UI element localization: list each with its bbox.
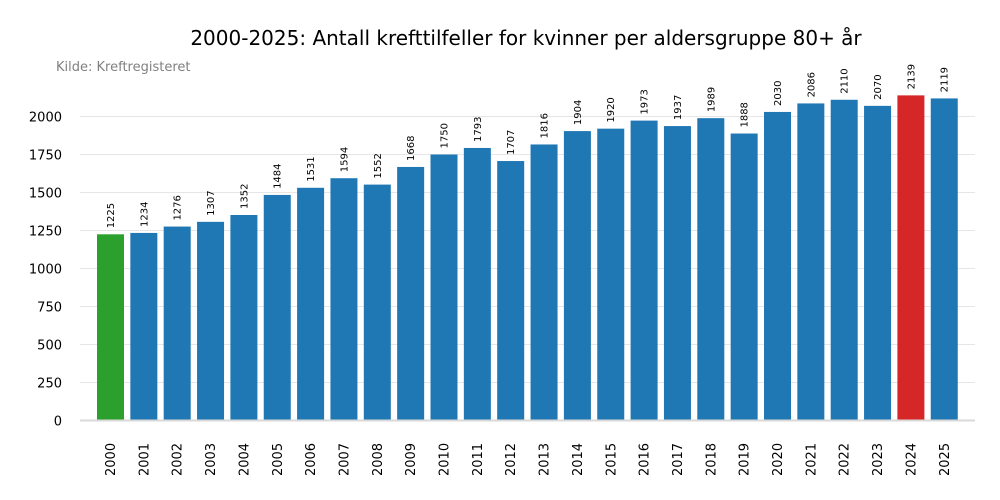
bar-value-label: 1750 — [440, 123, 451, 148]
bar-2020 — [764, 111, 791, 421]
bar-2024 — [897, 95, 925, 421]
x-tick-label: 2009 — [404, 443, 419, 476]
bar-value-label: 2110 — [840, 68, 851, 93]
bar-value-label: 1225 — [106, 203, 117, 228]
bar-value-label: 1594 — [339, 147, 350, 172]
bar-value-label: 1668 — [406, 136, 417, 161]
bar-2015 — [597, 128, 625, 421]
y-tick-label: 0 — [54, 415, 62, 430]
x-tick-label: 2016 — [638, 443, 653, 476]
bar-value-label: 2030 — [773, 80, 784, 105]
bar-value-label: 1793 — [473, 117, 484, 142]
bar-value-label: 1531 — [306, 156, 317, 181]
x-tick-label: 2011 — [471, 443, 486, 476]
bar-2002 — [163, 226, 191, 421]
x-tick-label: 2001 — [137, 443, 152, 476]
bar-value-label: 1937 — [673, 95, 684, 120]
bar-value-label: 1707 — [506, 130, 517, 155]
bar-value-label: 2119 — [940, 67, 951, 92]
x-tick-label: 2005 — [271, 443, 286, 476]
x-tick-label: 2012 — [504, 443, 519, 476]
x-tick-label: 2007 — [337, 443, 352, 476]
x-tick-label: 2006 — [304, 443, 319, 476]
bar-2022 — [830, 99, 858, 421]
y-tick-label: 2000 — [29, 111, 62, 126]
bar-2003 — [197, 221, 225, 421]
x-tick-label: 2004 — [237, 443, 252, 476]
bar-2021 — [797, 103, 825, 421]
chart-source: Kilde: Kreftregisteret — [56, 60, 191, 75]
x-tick-label: 2000 — [104, 443, 119, 476]
y-tick-label: 500 — [37, 339, 62, 354]
bar-value-label: 1888 — [740, 102, 751, 127]
bar-value-label: 2086 — [806, 72, 817, 97]
bar-value-label: 1307 — [206, 190, 217, 215]
bar-2001 — [130, 232, 158, 421]
bar-2008 — [363, 184, 391, 421]
x-tick-label: 2008 — [371, 443, 386, 476]
y-tick-label: 750 — [37, 301, 62, 316]
x-tick-label: 2002 — [171, 443, 186, 476]
bar-value-label: 1904 — [573, 100, 584, 125]
y-tick-label: 250 — [37, 377, 62, 392]
x-tick-label: 2014 — [571, 443, 586, 476]
x-tick-label: 2025 — [938, 443, 953, 476]
y-tick-label: 1500 — [29, 187, 62, 202]
bar-value-label: 1234 — [139, 201, 150, 226]
grid-lines — [80, 116, 975, 383]
bar-2019 — [730, 133, 758, 421]
x-tick-label: 2019 — [738, 443, 753, 476]
y-tick-label: 1250 — [29, 225, 62, 240]
bar-2009 — [397, 166, 425, 421]
y-tick-label: 1000 — [29, 263, 62, 278]
bar-value-label: 1973 — [640, 89, 651, 114]
bar-value-label: 1352 — [239, 184, 250, 209]
bar-value-label: 1920 — [606, 97, 617, 122]
bar-value-label: 1989 — [706, 87, 717, 112]
bar-value-label: 1816 — [540, 113, 551, 138]
bars — [97, 95, 958, 421]
x-tick-label: 2021 — [804, 443, 819, 476]
bar-2018 — [697, 118, 725, 421]
y-axis-ticks: 0 250 500 750 1000 1250 1500 1750 2000 — [29, 111, 62, 430]
bar-2006 — [297, 187, 325, 421]
x-tick-label: 2013 — [538, 443, 553, 476]
y-tick-label: 1750 — [29, 149, 62, 164]
x-tick-label: 2024 — [904, 443, 919, 476]
x-tick-label: 2023 — [871, 443, 886, 476]
bar-2023 — [864, 105, 892, 421]
bar-2016 — [630, 120, 658, 421]
bar-2017 — [663, 126, 691, 421]
bar-2010 — [430, 154, 458, 421]
bar-value-label: 1552 — [373, 153, 384, 178]
bar-2025 — [930, 98, 958, 421]
bar-2004 — [230, 214, 258, 421]
x-tick-label: 2017 — [671, 443, 686, 476]
bar-value-label: 1276 — [173, 195, 184, 220]
x-tick-label: 2018 — [704, 443, 719, 476]
bar-2000 — [97, 234, 124, 421]
x-axis-ticks: 2000 2001 2002 2003 2004 2005 2006 2007 2008 2009… — [104, 443, 953, 476]
bar-2012 — [497, 161, 525, 421]
x-tick-label: 2015 — [604, 443, 619, 476]
x-tick-label: 2020 — [771, 443, 786, 476]
bar-2013 — [530, 144, 558, 421]
x-tick-label: 2010 — [438, 443, 453, 476]
chart-title: 2000-2025: Antall krefttilfeller for kvi… — [190, 26, 862, 50]
bar-value-label: 2139 — [906, 64, 917, 89]
bar-2005 — [263, 194, 291, 421]
bar-2014 — [563, 131, 591, 421]
bar-value-label: 2070 — [873, 74, 884, 99]
bar-2011 — [463, 147, 491, 421]
bar-2007 — [330, 178, 358, 421]
x-tick-label: 2022 — [838, 443, 853, 476]
x-tick-label: 2003 — [204, 443, 219, 476]
bar-value-label: 1484 — [273, 163, 284, 188]
bar-value-labels: 1225 1234 1276 1307 1352 1484 1531 1594 1552 1668… — [106, 64, 951, 228]
